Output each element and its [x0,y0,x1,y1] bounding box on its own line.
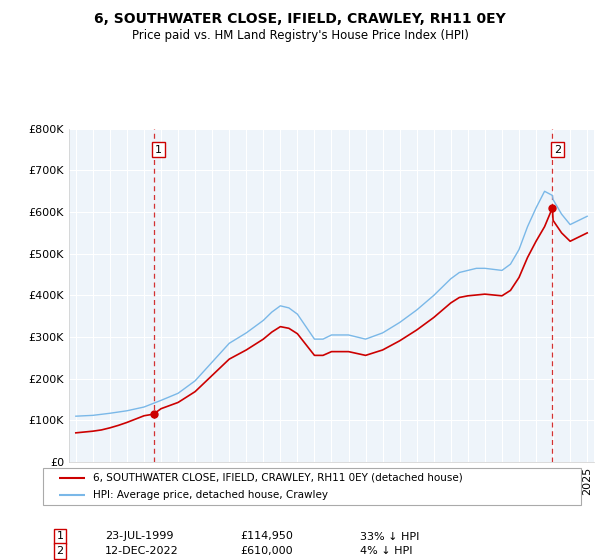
Text: 2: 2 [56,546,64,556]
Text: 1: 1 [155,144,162,155]
Text: 1: 1 [56,531,64,542]
Text: 2: 2 [554,144,561,155]
Text: 6, SOUTHWATER CLOSE, IFIELD, CRAWLEY, RH11 0EY (detached house): 6, SOUTHWATER CLOSE, IFIELD, CRAWLEY, RH… [93,473,463,483]
FancyBboxPatch shape [43,468,581,506]
Text: 23-JUL-1999: 23-JUL-1999 [105,531,173,542]
Text: 4% ↓ HPI: 4% ↓ HPI [360,546,413,556]
Text: £114,950: £114,950 [240,531,293,542]
Text: 33% ↓ HPI: 33% ↓ HPI [360,531,419,542]
Text: 12-DEC-2022: 12-DEC-2022 [105,546,179,556]
Text: Price paid vs. HM Land Registry's House Price Index (HPI): Price paid vs. HM Land Registry's House … [131,29,469,42]
Text: HPI: Average price, detached house, Crawley: HPI: Average price, detached house, Craw… [93,490,328,500]
Text: £610,000: £610,000 [240,546,293,556]
Text: 6, SOUTHWATER CLOSE, IFIELD, CRAWLEY, RH11 0EY: 6, SOUTHWATER CLOSE, IFIELD, CRAWLEY, RH… [94,12,506,26]
